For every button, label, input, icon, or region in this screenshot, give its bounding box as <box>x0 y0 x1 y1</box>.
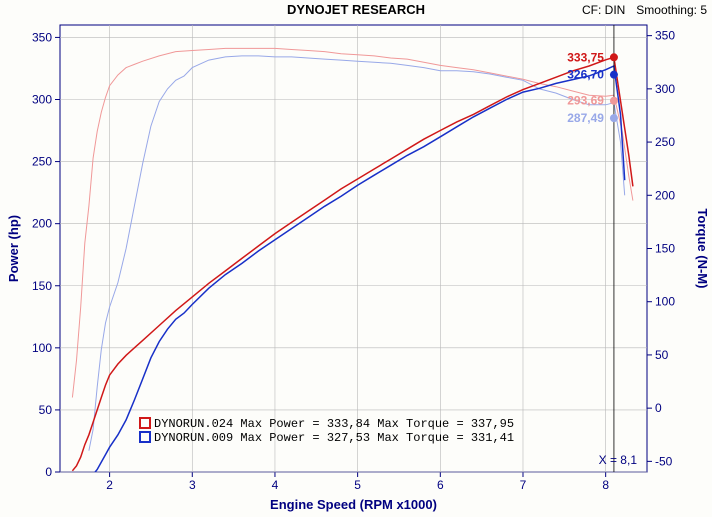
callout-label: 293,69 <box>567 94 604 108</box>
callout-label: 333,75 <box>567 50 604 64</box>
callout-dot <box>610 71 618 79</box>
tick-yr-label: 100 <box>655 295 675 309</box>
x-axis-label: Engine Speed (RPM x1000) <box>270 497 437 512</box>
tick-yl-label: 200 <box>32 217 52 231</box>
tick-yr-label: 0 <box>655 401 662 415</box>
callout-label: 287,49 <box>567 111 604 125</box>
callout-label: 326,70 <box>567 68 604 82</box>
header-cf: CF: DIN <box>582 3 625 17</box>
tick-yr-label: 300 <box>655 82 675 96</box>
yr-axis-label: Torque (N-M) <box>695 209 710 289</box>
cursor-readout: X = 8,1 <box>599 453 638 467</box>
tick-yr-label: 200 <box>655 188 675 202</box>
tick-yr-label: -50 <box>655 454 673 468</box>
legend-text: DYNORUN.024 Max Power = 333,84 Max Torqu… <box>154 417 514 431</box>
tick-x-label: 7 <box>520 478 527 492</box>
tick-yl-label: 250 <box>32 155 52 169</box>
callout-dot <box>610 97 618 105</box>
tick-yl-label: 0 <box>45 465 52 479</box>
tick-x-label: 2 <box>106 478 113 492</box>
yl-axis-label: Power (hp) <box>6 215 21 282</box>
legend-text: DYNORUN.009 Max Power = 327,53 Max Torqu… <box>154 431 514 445</box>
tick-yr-label: 350 <box>655 29 675 43</box>
tick-yl-label: 300 <box>32 93 52 107</box>
dyno-chart: 2 3 4 5 6 7 8 0 50 100 150 200 250 300 350 -50 0 50 100 150… <box>0 0 712 517</box>
callout-dot <box>610 114 618 122</box>
tick-x-label: 6 <box>437 478 444 492</box>
tick-yr-label: 50 <box>655 348 669 362</box>
tick-x-label: 3 <box>189 478 196 492</box>
tick-yr-label: 250 <box>655 135 675 149</box>
tick-x-label: 5 <box>354 478 361 492</box>
chart-title: DYNOJET RESEARCH <box>287 2 425 17</box>
callout-dot <box>610 53 618 61</box>
tick-yl-label: 50 <box>39 403 53 417</box>
tick-yl-label: 150 <box>32 279 52 293</box>
tick-x-label: 4 <box>272 478 279 492</box>
tick-yr-label: 150 <box>655 242 675 256</box>
header-smoothing: Smoothing: 5 <box>636 3 707 17</box>
tick-yl-label: 100 <box>32 341 52 355</box>
tick-x-label: 8 <box>602 478 609 492</box>
tick-yl-label: 350 <box>32 30 52 44</box>
